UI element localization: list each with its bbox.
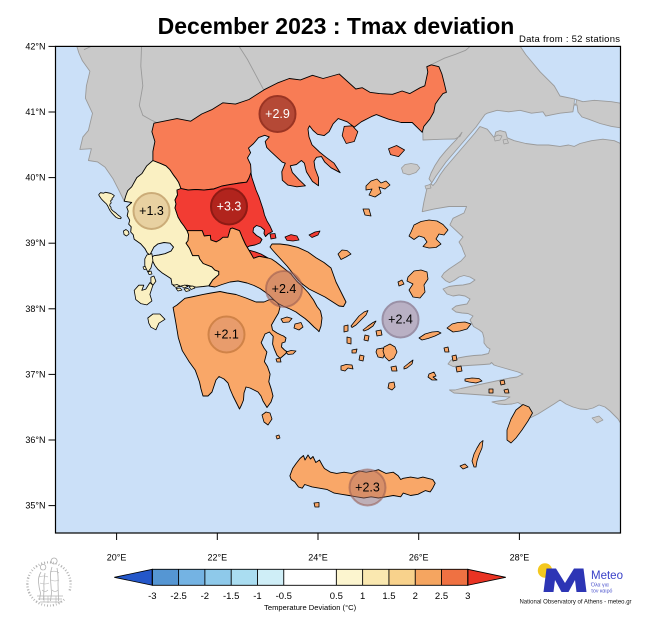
svg-text:-2: -2 xyxy=(201,591,209,602)
svg-text:+2.3: +2.3 xyxy=(355,481,380,495)
svg-text:2: 2 xyxy=(413,591,418,602)
svg-text:26°E: 26°E xyxy=(409,553,429,563)
svg-text:20°E: 20°E xyxy=(107,553,127,563)
svg-text:+2.4: +2.4 xyxy=(272,282,297,296)
svg-text:+3.3: +3.3 xyxy=(217,200,242,214)
svg-text:1: 1 xyxy=(360,591,365,602)
svg-text:42°N: 42°N xyxy=(25,41,45,51)
svg-text:+2.9: +2.9 xyxy=(265,107,290,121)
svg-text:36°N: 36°N xyxy=(25,435,45,445)
svg-text:24°E: 24°E xyxy=(308,553,328,563)
svg-text:τον καιρό: τον καιρό xyxy=(591,588,613,595)
svg-text:35°N: 35°N xyxy=(25,501,45,511)
svg-text:+2.4: +2.4 xyxy=(388,313,413,327)
svg-text:+1.3: +1.3 xyxy=(139,204,164,218)
svg-text:1.5: 1.5 xyxy=(382,591,395,602)
svg-text:Data from : 52 stations: Data from : 52 stations xyxy=(519,34,620,45)
svg-text:0.5: 0.5 xyxy=(330,591,343,602)
svg-text:41°N: 41°N xyxy=(25,107,45,117)
svg-text:December 2023 : Tmax deviation: December 2023 : Tmax deviation xyxy=(158,13,515,39)
svg-text:39°N: 39°N xyxy=(25,238,45,248)
svg-text:37°N: 37°N xyxy=(25,369,45,379)
svg-text:-1.5: -1.5 xyxy=(223,591,239,602)
svg-text:28°E: 28°E xyxy=(510,553,530,563)
svg-text:38°N: 38°N xyxy=(25,304,45,314)
svg-text:-1: -1 xyxy=(253,591,261,602)
svg-text:Temperature Deviation (°C): Temperature Deviation (°C) xyxy=(264,603,357,612)
svg-text:Όλα για: Όλα για xyxy=(590,583,609,589)
svg-text:40°N: 40°N xyxy=(25,173,45,183)
svg-text:National Observatory of Athens: National Observatory of Athens - meteo.g… xyxy=(519,600,631,606)
svg-text:Meteo: Meteo xyxy=(591,570,623,582)
svg-text:2.5: 2.5 xyxy=(435,591,448,602)
svg-text:3: 3 xyxy=(465,591,470,602)
svg-text:-2.5: -2.5 xyxy=(170,591,186,602)
svg-text:+2.1: +2.1 xyxy=(214,328,239,342)
svg-text:-3: -3 xyxy=(148,591,156,602)
svg-text:22°E: 22°E xyxy=(207,553,227,563)
svg-text:-0.5: -0.5 xyxy=(276,591,292,602)
